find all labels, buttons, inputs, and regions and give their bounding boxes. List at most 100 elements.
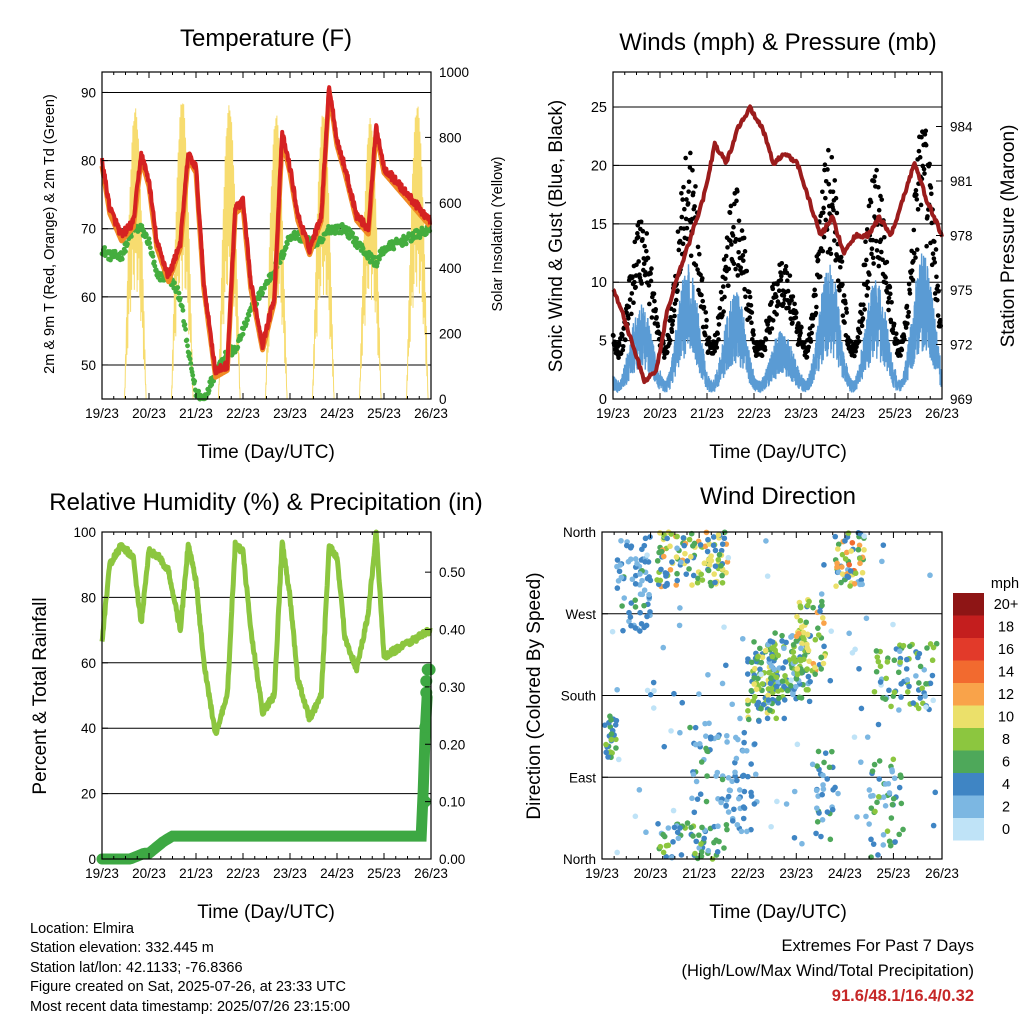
direction-point bbox=[740, 772, 747, 779]
direction-point bbox=[916, 680, 922, 686]
legend-swatch bbox=[953, 750, 984, 773]
y2-tick-label: 0.50 bbox=[439, 565, 465, 580]
direction-point bbox=[608, 731, 615, 737]
gust-point bbox=[726, 283, 731, 288]
direction-point bbox=[681, 542, 688, 549]
gust-point bbox=[620, 347, 626, 353]
gust-point bbox=[747, 289, 752, 295]
y2-tick-label: 975 bbox=[950, 283, 973, 298]
direction-point bbox=[851, 580, 858, 587]
direction-point bbox=[766, 669, 772, 676]
gust-point bbox=[739, 228, 745, 233]
direction-point bbox=[718, 547, 725, 554]
legend-swatch bbox=[953, 638, 984, 661]
direction-point bbox=[824, 776, 831, 782]
direction-point bbox=[793, 683, 799, 690]
gust-point bbox=[770, 318, 776, 323]
direction-point bbox=[710, 534, 717, 540]
direction-point bbox=[861, 533, 867, 539]
direction-point bbox=[613, 736, 619, 743]
y2-tick-label: 972 bbox=[950, 338, 973, 353]
dewpoint-point bbox=[172, 280, 177, 286]
x-tick-label: 25/23 bbox=[878, 406, 912, 421]
direction-point bbox=[663, 573, 669, 579]
dewpoint-point bbox=[146, 236, 152, 242]
direction-point bbox=[684, 558, 691, 564]
direction-point bbox=[897, 772, 904, 778]
dewpoint-point bbox=[177, 295, 183, 301]
direction-point bbox=[641, 542, 648, 549]
y-tick-label: 60 bbox=[81, 290, 96, 305]
gust-point bbox=[671, 308, 677, 313]
direction-point bbox=[740, 815, 747, 822]
gust-point bbox=[647, 301, 652, 307]
gust-point bbox=[683, 155, 688, 161]
gust-point bbox=[688, 253, 694, 259]
gust-point bbox=[876, 184, 881, 190]
direction-point bbox=[731, 806, 737, 813]
gust-point bbox=[826, 147, 831, 153]
gust-point bbox=[857, 330, 863, 336]
gust-point bbox=[642, 243, 647, 249]
direction-point bbox=[733, 755, 740, 762]
direction-point bbox=[748, 789, 754, 796]
direction-point bbox=[910, 700, 917, 706]
direction-point bbox=[737, 715, 743, 722]
direction-point bbox=[620, 627, 626, 634]
direction-point bbox=[838, 579, 844, 586]
direction-point bbox=[751, 639, 757, 645]
direction-point bbox=[665, 842, 672, 849]
direction-point bbox=[613, 745, 619, 751]
direction-point bbox=[783, 639, 789, 646]
direction-point bbox=[715, 556, 722, 563]
temperature-ylabel: 2m & 9m T (Red, Orange) & 2m Td (Green) bbox=[42, 94, 58, 374]
direction-point bbox=[637, 609, 643, 616]
dewpoint-point bbox=[176, 290, 182, 296]
direction-point bbox=[674, 545, 680, 552]
gust-point bbox=[620, 343, 626, 349]
gust-point bbox=[684, 197, 689, 202]
legend-title: mph bbox=[991, 576, 1019, 592]
direction-point bbox=[687, 724, 693, 731]
direction-point bbox=[857, 581, 863, 588]
direction-point bbox=[751, 681, 757, 687]
gust-point bbox=[821, 205, 826, 211]
direction-point bbox=[773, 674, 780, 681]
direction-point bbox=[849, 539, 856, 546]
direction-point bbox=[650, 705, 657, 711]
y-tick-label: 20 bbox=[591, 158, 607, 174]
direction-point bbox=[886, 687, 892, 694]
direction-point bbox=[859, 569, 866, 576]
gust-point bbox=[830, 189, 836, 195]
direction-point bbox=[723, 662, 729, 669]
gust-point bbox=[675, 288, 680, 293]
gust-point bbox=[813, 310, 819, 316]
direction-point bbox=[616, 568, 623, 575]
direction-point bbox=[759, 681, 766, 687]
gust-point bbox=[626, 316, 631, 321]
direction-point bbox=[913, 673, 919, 679]
gust-point bbox=[831, 207, 836, 213]
gust-point bbox=[638, 219, 644, 225]
direction-point bbox=[818, 591, 825, 597]
gust-point bbox=[806, 344, 811, 350]
legend-swatch bbox=[953, 660, 984, 683]
speed-legend: 20+ 18 16 14 12 10 8 6 4 2 0 bbox=[953, 593, 1018, 841]
y-tick-label: 0 bbox=[88, 852, 96, 867]
direction-point bbox=[632, 581, 639, 587]
direction-point bbox=[733, 734, 739, 741]
gust-point bbox=[781, 301, 786, 306]
direction-point bbox=[861, 547, 867, 553]
gust-point bbox=[861, 302, 866, 308]
gust-point bbox=[932, 239, 937, 244]
gust-point bbox=[842, 320, 847, 325]
gust-point bbox=[786, 305, 791, 311]
gust-point bbox=[870, 255, 876, 261]
x-tick-label: 19/23 bbox=[85, 406, 119, 421]
wind-series bbox=[612, 253, 942, 394]
extremes-subtitle: (High/Low/Max Wind/Total Precipitation) bbox=[681, 962, 974, 980]
direction-point bbox=[757, 645, 763, 652]
gust-point bbox=[700, 298, 706, 304]
gust-point bbox=[821, 234, 827, 240]
direction-point bbox=[689, 795, 695, 802]
